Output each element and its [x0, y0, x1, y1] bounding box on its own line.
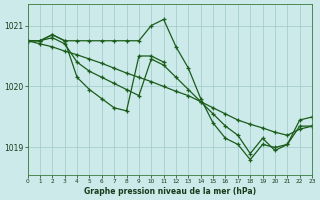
X-axis label: Graphe pression niveau de la mer (hPa): Graphe pression niveau de la mer (hPa) — [84, 187, 256, 196]
